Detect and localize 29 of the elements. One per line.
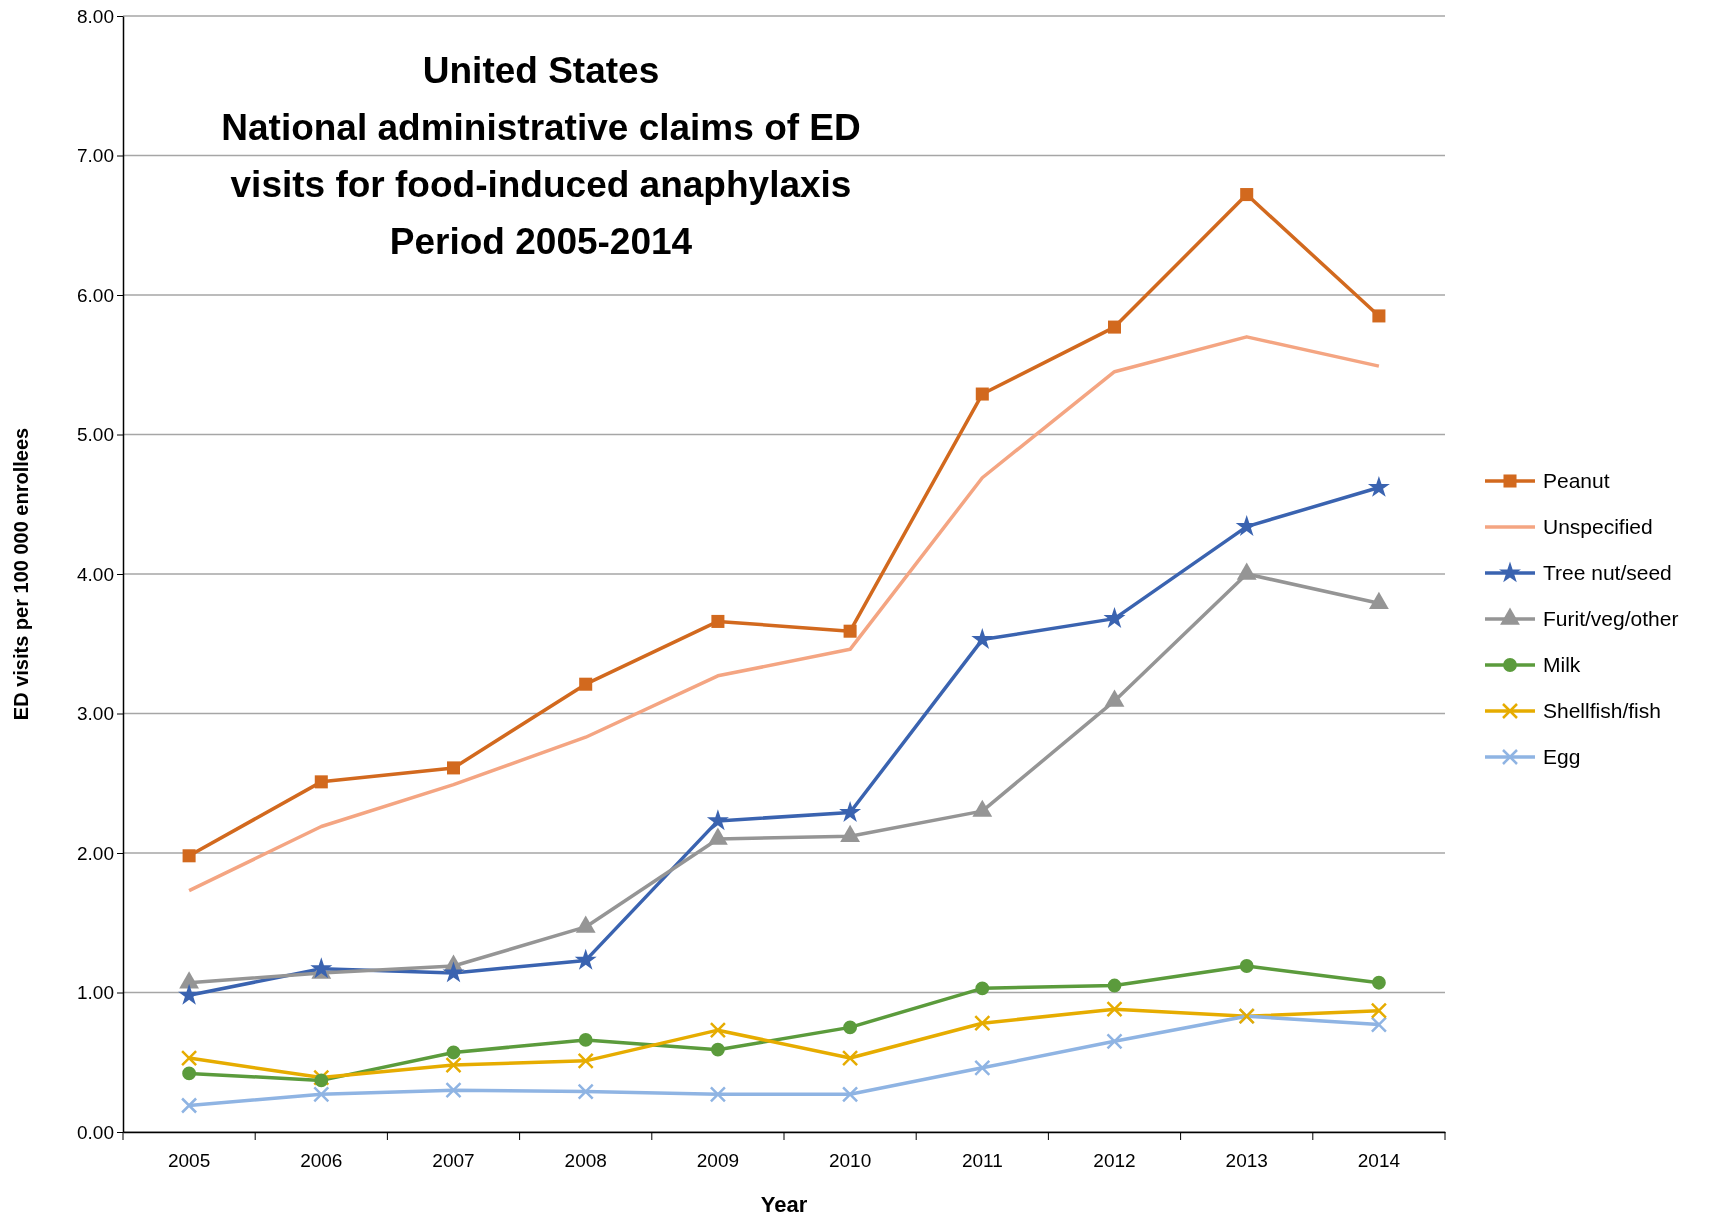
legend-label: Shellfish/fish [1543,699,1661,722]
y-tick-label: 4.00 [77,563,114,585]
legend-label: Unspecified [1543,515,1653,538]
y-tick-label: 7.00 [77,145,114,167]
x-axis-title: Year [760,1192,808,1217]
y-tick-label: 5.00 [77,424,114,446]
x-tick-label: 2013 [1225,1150,1268,1172]
text: United States National administrative claims of ED visits for food-induced anaphylaxis Period 2005-2014 [221,50,861,262]
y-tick-label: 8.00 [77,5,114,27]
x-tick-label: 2005 [167,1150,211,1172]
x-tick-label: 2009 [696,1150,740,1172]
x-tick-label: 2010 [828,1150,872,1172]
legend-label: Egg [1543,745,1581,768]
legend-label: Furit/veg/other [1543,607,1679,630]
x-tick-label: 2014 [1357,1150,1401,1172]
legend-label: Tree nut/seed [1543,561,1672,584]
y-tick-label: 3.00 [77,703,114,725]
x-tick-label: 2008 [564,1150,607,1172]
x-tick-label: 2011 [961,1150,1003,1172]
y-axis-title: ED visits per 100 000 enrollees [10,427,32,721]
legend-label: Peanut [1543,469,1610,492]
y-tick-label: 2.00 [77,842,114,864]
x-tick-label: 2012 [1093,1150,1136,1172]
y-tick-label: 0.00 [77,1121,114,1143]
legend-label: Milk [1543,653,1581,676]
x-tick-label: 2007 [432,1150,475,1172]
x-tick-label: 2006 [300,1150,343,1172]
y-tick-label: 6.00 [77,284,114,306]
y-tick-label: 1.00 [77,982,114,1004]
